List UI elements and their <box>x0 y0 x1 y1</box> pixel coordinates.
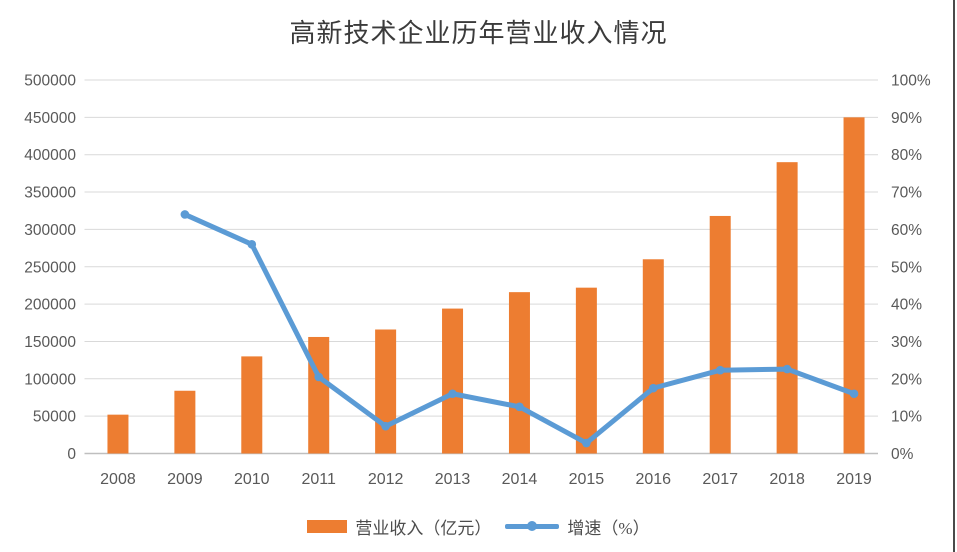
growth-line-marker <box>849 389 859 399</box>
x-axis-label: 2016 <box>635 471 671 488</box>
revenue-bar-2016 <box>642 259 664 454</box>
growth-line-marker <box>180 210 190 219</box>
growth-line-marker <box>715 365 725 375</box>
y-axis-right-tick-label: 100% <box>891 73 931 90</box>
revenue-bar-2011 <box>308 336 330 454</box>
growth-line-marker <box>515 402 524 412</box>
x-axis-label: 2012 <box>368 471 404 488</box>
revenue-bar-2018 <box>776 162 798 454</box>
growth-line-marker <box>314 372 324 382</box>
legend-label-growth: 增速（%） <box>567 518 650 538</box>
y-axis-left-tick-label: 0 <box>67 446 76 463</box>
growth-line-marker <box>648 383 658 393</box>
revenue-bar-2009 <box>174 390 196 454</box>
revenue-bar-2014 <box>508 292 530 454</box>
chart-title: 高新技术企业历年营业收入情况 <box>289 19 668 48</box>
revenue-bar-2017 <box>709 215 731 454</box>
x-axis-label: 2009 <box>167 471 203 488</box>
y-axis-left-tick-label: 350000 <box>24 185 76 202</box>
revenue-swatch-icon <box>307 519 348 533</box>
x-axis-label: 2013 <box>435 471 471 488</box>
x-axis-label: 2015 <box>569 471 605 488</box>
y-axis-left-tick-label: 250000 <box>24 259 76 276</box>
growth-line-marker <box>782 364 792 374</box>
y-axis-left-tick-label: 50000 <box>33 409 76 426</box>
legend-item-revenue: 营业收入（亿元） <box>307 514 491 539</box>
growth-line-marker <box>381 421 390 431</box>
y-axis-left-tick-label: 100000 <box>24 371 76 388</box>
revenue-bar-2013 <box>442 308 464 454</box>
y-axis-left-tick-label: 500000 <box>24 73 76 90</box>
x-axis-label: 2014 <box>502 471 538 488</box>
revenue-bar-2010 <box>241 356 263 454</box>
y-axis-left-tick-label: 300000 <box>24 222 76 239</box>
legend: 营业收入（亿元） 增速（%） <box>0 511 957 541</box>
x-axis-label: 2017 <box>702 471 738 488</box>
growth-line-marker <box>582 438 591 448</box>
x-axis-label: 2018 <box>769 471 805 488</box>
growth-line-marker <box>247 240 257 249</box>
y-axis-right-tick-label: 50% <box>891 259 922 276</box>
y-axis-right-tick-label: 40% <box>891 297 922 314</box>
y-axis-right-tick-label: 80% <box>891 147 922 164</box>
revenue-bar-2008 <box>107 414 129 454</box>
y-axis-left-tick-label: 450000 <box>24 110 76 127</box>
revenue-bar-2019 <box>843 117 865 454</box>
growth-line-marker <box>448 389 457 399</box>
y-axis-right-tick-label: 0% <box>891 446 914 463</box>
y-axis-right-tick-label: 30% <box>891 334 922 351</box>
x-axis-label: 2011 <box>302 471 337 488</box>
right-cell-border <box>953 0 955 552</box>
x-axis-label: 2019 <box>836 471 872 488</box>
legend-item-growth: 增速（%） <box>505 514 650 539</box>
growth-line-swatch-icon <box>505 520 560 532</box>
y-axis-right-tick-label: 60% <box>891 222 922 239</box>
y-axis-left-tick-label: 200000 <box>24 297 76 314</box>
revenue-bar-2015 <box>575 287 597 454</box>
y-axis-right-tick-label: 10% <box>891 409 922 426</box>
y-axis-left-tick-label: 150000 <box>24 334 76 351</box>
y-axis-right-tick-label: 70% <box>891 185 922 202</box>
x-axis-label: 2008 <box>100 471 136 488</box>
y-axis-right-tick-label: 20% <box>891 371 922 388</box>
y-axis-left-tick-label: 400000 <box>24 147 76 164</box>
revenue-bar-2012 <box>375 329 397 454</box>
x-axis-label: 2010 <box>234 471 270 488</box>
legend-label-revenue: 营业收入（亿元） <box>355 518 492 538</box>
y-axis-right-tick-label: 90% <box>891 110 922 127</box>
